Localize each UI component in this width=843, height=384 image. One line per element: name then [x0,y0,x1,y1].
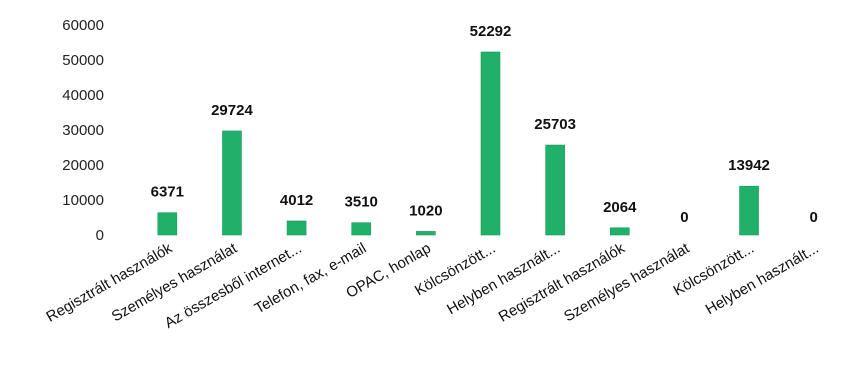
y-tick-label: 0 [96,227,104,244]
y-tick-label: 40000 [62,87,104,104]
data-label: 3510 [345,194,378,211]
data-label: 4012 [280,192,313,209]
y-tick-label: 50000 [62,52,104,69]
data-label: 25703 [534,116,576,133]
x-tick-label: Telefon, fax, e-mail [252,240,370,318]
data-label: 52292 [470,23,512,40]
bar [222,130,242,236]
bar [286,220,307,236]
y-tick-label: 30000 [62,122,104,139]
bars [157,51,759,236]
bar [157,212,178,236]
data-label: 6371 [151,184,184,201]
data-label: 0 [810,209,818,226]
x-tick-label: Helyben használt... [703,240,822,319]
data-label: 13942 [728,157,770,174]
y-axis: 0 10000 20000 30000 40000 50000 60000 [62,17,104,244]
bar [739,185,759,236]
bar [351,222,372,236]
y-tick-label: 10000 [62,192,104,209]
bar [480,51,501,236]
y-tick-label: 60000 [62,17,104,34]
bar [545,144,565,236]
data-label: 29724 [211,102,253,119]
data-labels: 6371 29724 4012 3510 1020 52292 25703 2064 0 1394… [151,23,818,226]
bar [609,227,630,236]
y-tick-label: 20000 [62,157,104,174]
data-label: 0 [680,209,688,226]
bar [416,231,436,236]
data-label: 2064 [603,199,637,216]
data-label: 1020 [409,202,442,219]
